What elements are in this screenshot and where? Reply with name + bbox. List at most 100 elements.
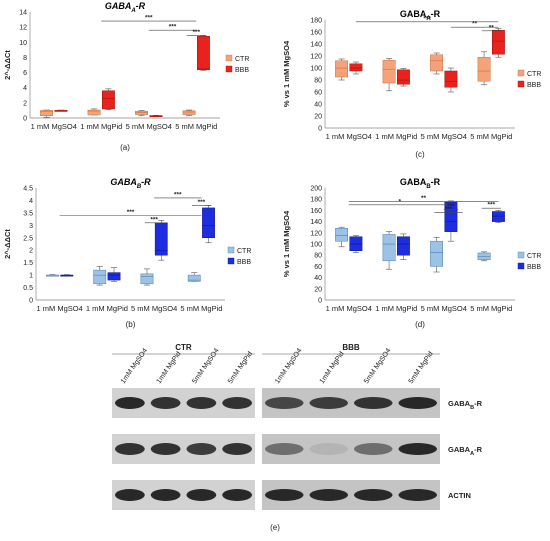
x-category-label: 1 mM MgPid (375, 304, 417, 313)
significance-label: *** (174, 191, 182, 198)
chart-title: GABAB-R (110, 177, 151, 190)
box-upper (492, 29, 505, 42)
box-ctr (40, 109, 54, 118)
x-category-label: 5 mM MgSO4 (131, 304, 177, 313)
chart-title-suffix: -R (136, 1, 146, 11)
y-axis-label: % vs 1 mM MgSO4 (282, 210, 291, 277)
y-tick-label: 1.5 (23, 260, 33, 267)
y-tick-label: 140 (310, 42, 322, 49)
box-bbb (444, 67, 458, 93)
y-tick-label: 4 (29, 198, 33, 205)
box-bbb (149, 115, 163, 117)
chart-b: GABAB-R 0 0.5 1 1.5 2 2.5 3 3.5 4 4.5 2^-ΔΔCt 1 mM M… (3, 177, 251, 329)
box-lower (40, 110, 54, 116)
panel-label: (c) (415, 150, 425, 159)
box-upper (335, 228, 349, 236)
y-tick-label: 60 (314, 264, 322, 271)
chart-title-suffix: -R (431, 9, 441, 19)
significance-label: *** (192, 29, 200, 36)
blot-row-label-sub: B (470, 405, 474, 411)
significance-label: * (399, 198, 402, 205)
box-ctr (382, 231, 396, 270)
y-tick-label: 40 (314, 275, 322, 282)
chart-a: GABAA-R 0 2 4 6 8 10 12 14 2^-ΔΔCt 1 mM MgSO4 1 mM … (3, 1, 249, 152)
blot-band (265, 397, 304, 409)
box-upper (202, 207, 215, 226)
y-tick-label: 10 (19, 40, 27, 47)
box-upper (430, 54, 443, 62)
legend-swatch (517, 262, 525, 270)
blot-band (354, 443, 393, 455)
box-bbb (492, 28, 505, 58)
box-lower (430, 252, 443, 267)
legend-label: BBB (235, 67, 249, 74)
chart-panel-d: GABAB-R 0 20 40 60 80 100 120 140 160 180 200 % vs 1… (275, 170, 550, 335)
box-bbb (349, 61, 363, 75)
chart-c: GABAA-R 0 20 40 60 80 100 120 140 160 180 % vs 1 mM… (282, 9, 541, 159)
box-ctr (140, 268, 154, 286)
box-upper (102, 90, 115, 99)
box-lower (444, 80, 458, 88)
box-upper (187, 274, 201, 281)
box-lower (349, 67, 363, 72)
box-ctr (477, 51, 491, 86)
y-tick-label: 2.5 (23, 235, 33, 242)
y-tick-label: 0.5 (23, 285, 33, 292)
blot-band (265, 443, 304, 455)
y-tick-label: 1 (29, 273, 33, 280)
chart-title: GABAB-R (400, 177, 441, 190)
significance-label: *** (423, 15, 431, 22)
y-tick-label: 120 (310, 54, 322, 61)
box-bbb (154, 220, 168, 261)
blot-band (115, 489, 145, 501)
blot-band (115, 397, 145, 409)
y-tick-label: 4 (23, 85, 27, 92)
western-blot-panel: CTR 1mM MgSO4 1mM MgPid 5mM MgSO4 5mM MgPid B… (0, 340, 550, 536)
box-upper (149, 115, 163, 117)
box-lower (102, 98, 115, 110)
x-category-label: 1 mM MgPid (80, 122, 122, 131)
box-ctr (46, 274, 59, 277)
panel-label: (a) (120, 143, 130, 152)
y-tick-label: 40 (314, 102, 322, 109)
blot-band (186, 443, 217, 455)
y-tick-label: 4.5 (23, 186, 33, 193)
box-upper (477, 252, 491, 257)
y-tick-label: 60 (314, 90, 322, 97)
box-upper (87, 109, 101, 112)
box-upper (382, 234, 396, 245)
legend-swatch (225, 65, 233, 73)
box-upper (154, 222, 168, 251)
blot-band (115, 443, 145, 455)
box-upper (477, 56, 491, 72)
y-tick-label: 8 (23, 55, 27, 62)
box-lower (107, 274, 121, 281)
box-lower (202, 225, 215, 239)
box-lower (397, 79, 410, 85)
significance-label: *** (447, 203, 455, 210)
box-upper (444, 70, 458, 82)
chart-title-main: GABA (110, 177, 137, 187)
box-lower (477, 256, 491, 260)
blot-band (150, 397, 181, 409)
panel-label: (b) (126, 320, 136, 329)
blot-band (398, 397, 437, 409)
y-tick-label: 12 (19, 25, 27, 32)
blot-row-label: GABAA-R (448, 445, 483, 457)
box-upper (349, 63, 363, 69)
significance-label: ** (421, 195, 427, 202)
significance-label: *** (169, 24, 177, 31)
significance-label: ** (489, 24, 495, 31)
y-tick-label: 2 (29, 248, 33, 255)
x-category-label: 1 mM MgSO4 (326, 132, 372, 141)
box-lower (349, 243, 363, 251)
blot-group-label: CTR (175, 343, 192, 352)
chart-title-main: GABA (400, 177, 427, 187)
blot-band (398, 489, 437, 501)
x-category-label: 5 mM MgPid (180, 304, 222, 313)
blot-band (398, 443, 437, 455)
box-lower (382, 68, 396, 84)
blot-row-label-main: GABA (448, 445, 471, 454)
blot-band (150, 443, 181, 455)
y-tick-label: 0 (318, 298, 322, 305)
